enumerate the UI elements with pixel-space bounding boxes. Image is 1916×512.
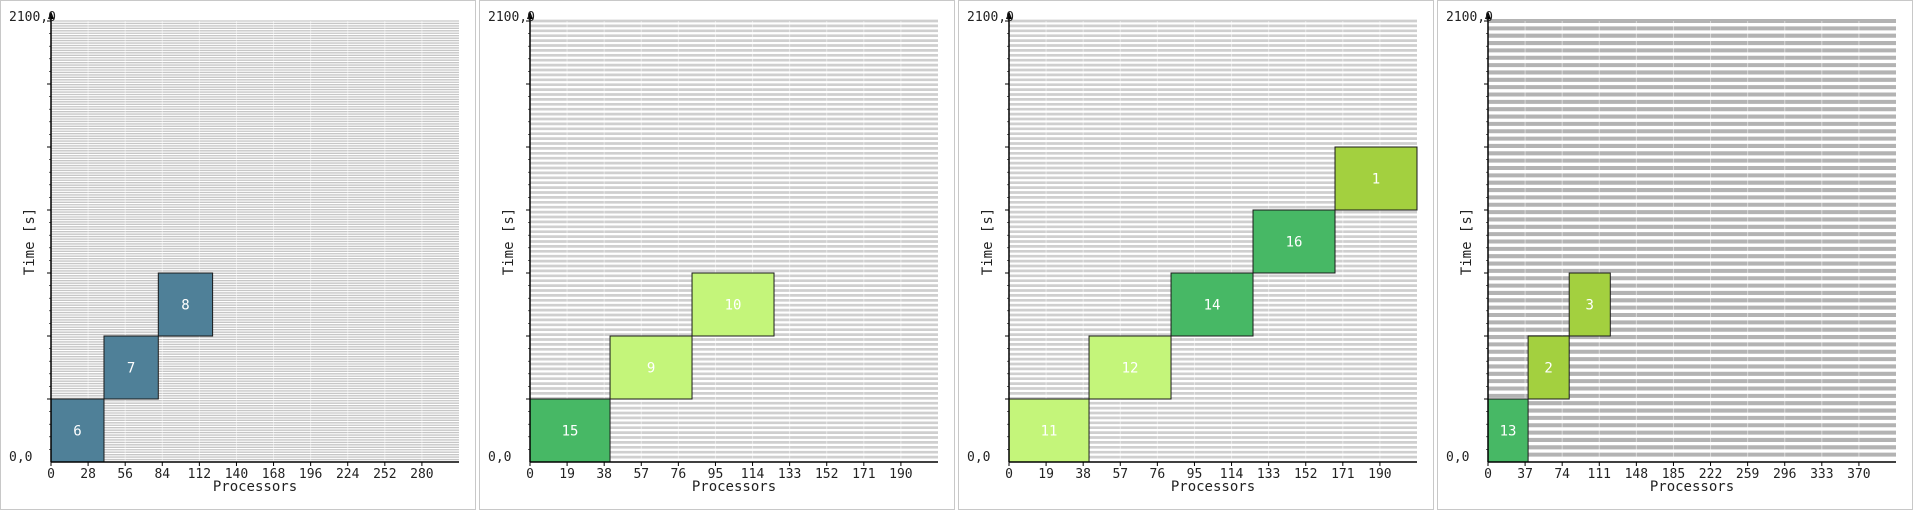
x-tick-label: 190 <box>889 467 912 482</box>
x-tick-label: 114 <box>1220 467 1244 482</box>
x-tick-label: 95 <box>1187 467 1203 482</box>
x-tick-label: 185 <box>1662 467 1685 482</box>
job-block-3 <box>1568 272 1611 337</box>
x-axis-title: Processors <box>1650 479 1734 495</box>
job-label: 11 <box>1041 424 1058 440</box>
x-axis-title: Processors <box>1171 479 1255 495</box>
origin-label: 0,0 <box>488 450 511 465</box>
x-tick-label: 76 <box>671 467 687 482</box>
origin-label: 0,0 <box>9 450 32 465</box>
x-tick-label: 112 <box>188 467 211 482</box>
x-tick-label: 37 <box>1517 467 1533 482</box>
job-label: 9 <box>647 361 655 377</box>
x-tick-label: 111 <box>1588 467 1611 482</box>
x-tick-label: 28 <box>80 467 96 482</box>
x-tick-label: 114 <box>741 467 765 482</box>
x-tick-label: 38 <box>1075 467 1091 482</box>
x-tick-label: 171 <box>1331 467 1354 482</box>
job-label: 12 <box>1122 361 1139 377</box>
origin-label: 0,0 <box>1446 450 1469 465</box>
job-block-9 <box>609 335 693 400</box>
x-tick-label: 0 <box>1005 467 1013 482</box>
job-label: 6 <box>73 424 81 440</box>
job-block-12 <box>1088 335 1172 400</box>
x-tick-label: 152 <box>815 467 838 482</box>
x-tick-label: 76 <box>1150 467 1166 482</box>
job-block-13 <box>1487 398 1529 463</box>
x-tick-label: 171 <box>852 467 875 482</box>
x-axis-title: Processors <box>213 479 297 495</box>
x-tick-label: 168 <box>262 467 285 482</box>
job-label: 3 <box>1586 298 1594 314</box>
job-label: 15 <box>562 424 579 440</box>
x-tick-label: 333 <box>1810 467 1833 482</box>
job-block-10 <box>691 272 775 337</box>
x-axis-title: Processors <box>692 479 776 495</box>
x-tick-label: 57 <box>633 467 649 482</box>
x-tick-label: 370 <box>1847 467 1870 482</box>
job-block-2 <box>1527 335 1570 400</box>
y-axis-title: Time [s] <box>1459 208 1475 275</box>
x-tick-label: 57 <box>1112 467 1128 482</box>
job-block-7 <box>103 335 159 400</box>
x-tick-label: 133 <box>778 467 801 482</box>
origin-label: 0,0 <box>967 450 990 465</box>
x-tick-label: 190 <box>1368 467 1391 482</box>
chart-svg-3: 11 12 14 16 1 0 19 38 57 76 95 114 133 152 171 190 2100,… <box>967 10 1418 495</box>
x-tick-label: 222 <box>1699 467 1722 482</box>
y-axis-arrow <box>48 11 54 19</box>
chart-svg-2: 15 9 10 0 19 38 57 76 95 114 133 152 171 190 2100,0 0,0… <box>488 10 938 495</box>
x-tick-label: 19 <box>559 467 575 482</box>
x-tick-label: 95 <box>708 467 724 482</box>
job-label: 8 <box>181 298 189 314</box>
x-tick-label: 148 <box>1625 467 1648 482</box>
y-axis-arrow <box>1006 11 1012 19</box>
chart-svg-1: 6 7 8 0 28 56 84 112 140 168 196 224 252 280 2100,0 0,0… <box>9 10 459 495</box>
job-label: 2 <box>1544 361 1552 377</box>
x-tick-label: 296 <box>1773 467 1796 482</box>
chart-panel-3: 11 12 14 16 1 0 19 38 57 76 95 114 133 152 171 190 2100,… <box>958 0 1434 510</box>
x-tick-label: 196 <box>299 467 322 482</box>
chart-panel-4: 13 2 3 0 37 74 111 148 185 222 259 296 333 370 2100,0 0… <box>1437 0 1913 510</box>
chart-panel-1: 6 7 8 0 28 56 84 112 140 168 196 224 252 280 2100,0 0,0… <box>0 0 476 510</box>
y-axis-title: Time [s] <box>22 208 38 275</box>
x-tick-label: 38 <box>596 467 612 482</box>
y-max-label: 2100,0 <box>1446 10 1493 25</box>
x-tick-label: 259 <box>1736 467 1759 482</box>
job-block-16 <box>1252 209 1336 274</box>
x-tick-label: 133 <box>1257 467 1280 482</box>
y-max-label: 2100,0 <box>488 10 535 25</box>
x-tick-label: 0 <box>1484 467 1492 482</box>
x-tick-label: 56 <box>117 467 133 482</box>
y-axis-arrow <box>527 11 533 19</box>
job-block-6 <box>50 398 105 463</box>
x-tick-label: 0 <box>47 467 55 482</box>
x-tick-label: 140 <box>225 467 248 482</box>
chart-panel-2: 15 9 10 0 19 38 57 76 95 114 133 152 171 190 2100,0 0,0… <box>479 0 955 510</box>
job-block-8 <box>157 272 214 337</box>
x-tick-label: 152 <box>1294 467 1317 482</box>
x-tick-label: 74 <box>1554 467 1570 482</box>
job-label: 16 <box>1286 235 1303 251</box>
job-label: 10 <box>725 298 742 314</box>
x-tick-label: 0 <box>526 467 534 482</box>
chart-svg-4: 13 2 3 0 37 74 111 148 185 222 259 296 333 370 2100,0 0… <box>1446 10 1896 495</box>
job-label: 13 <box>1500 424 1517 440</box>
y-axis-arrow <box>1485 11 1491 19</box>
job-block-14 <box>1170 272 1254 337</box>
x-tick-label: 19 <box>1038 467 1054 482</box>
y-max-label: 2100,0 <box>967 10 1014 25</box>
job-label: 7 <box>127 361 135 377</box>
x-tick-label: 84 <box>154 467 170 482</box>
job-label: 1 <box>1372 172 1380 188</box>
y-axis-title: Time [s] <box>980 208 996 275</box>
job-block-11 <box>1008 398 1090 463</box>
x-tick-label: 224 <box>336 467 360 482</box>
job-label: 14 <box>1204 298 1221 314</box>
x-tick-label: 252 <box>373 467 396 482</box>
y-axis-title: Time [s] <box>501 208 517 275</box>
x-tick-label: 280 <box>410 467 433 482</box>
y-max-label: 2100,0 <box>9 10 56 25</box>
job-block-1 <box>1334 146 1418 211</box>
